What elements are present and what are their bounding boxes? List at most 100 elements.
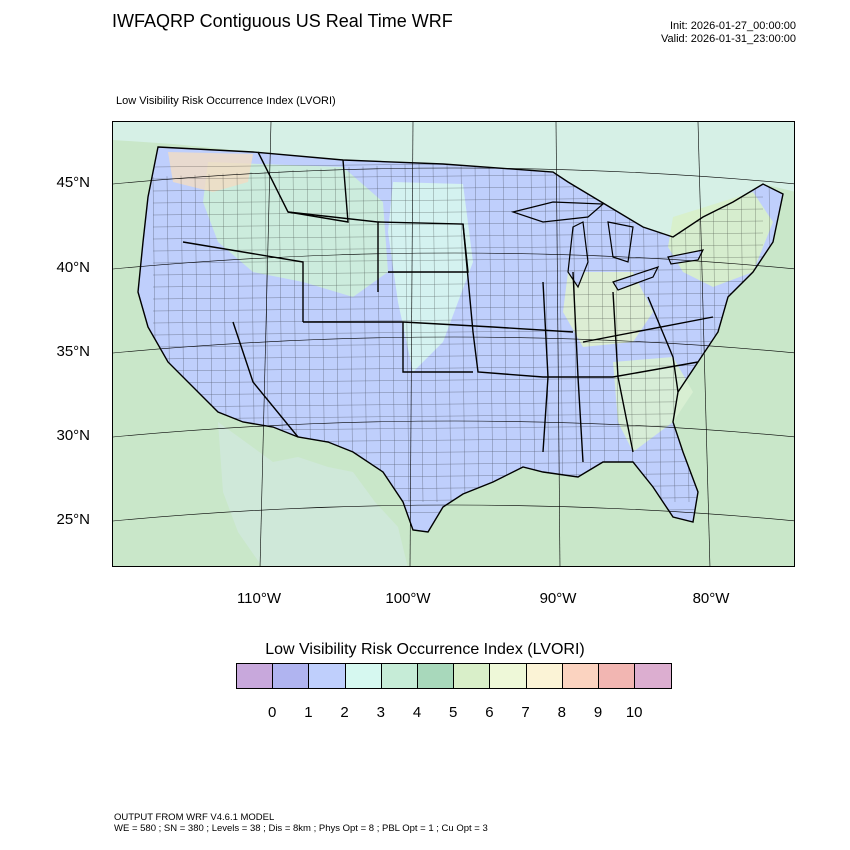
- county-line: [572, 167, 578, 503]
- canada-land: [113, 122, 794, 237]
- graticule-lon-110: [259, 122, 272, 566]
- legend-color-box: [490, 664, 527, 688]
- county-line: [488, 163, 494, 503]
- model-footer: OUTPUT FROM WRF V4.6.1 MODEL WE = 580 ; …: [114, 812, 488, 834]
- lon-label-90w: 90°W: [539, 590, 577, 607]
- county-line: [152, 412, 764, 420]
- graticule: [113, 122, 794, 566]
- state-line-5: [462, 223, 613, 378]
- legend-color-box: [237, 664, 274, 688]
- legend-color-box: [345, 664, 382, 688]
- county-line: [152, 340, 764, 348]
- state-line-9: [572, 271, 584, 463]
- state-line-6: [402, 322, 473, 373]
- county-line: [516, 165, 522, 503]
- state-line-12: [612, 361, 699, 378]
- county-line: [152, 292, 764, 300]
- lat-label-45: 45°N: [56, 174, 90, 191]
- lake-huron: [607, 221, 634, 263]
- zone-northwest: [168, 152, 253, 192]
- legend-color-box: [598, 664, 636, 688]
- county-line: [152, 232, 764, 240]
- county-line: [362, 166, 368, 503]
- lat-label-40: 40°N: [56, 259, 90, 276]
- county-line: [152, 376, 764, 384]
- plot-title: IWFAQRP Contiguous US Real Time WRF: [112, 11, 453, 31]
- graticule-lon-100: [409, 122, 414, 566]
- county-line: [586, 168, 592, 503]
- lake-ontario: [667, 249, 705, 265]
- legend-tick-label: 2: [340, 704, 349, 721]
- zone-northeast: [668, 192, 773, 287]
- county-line: [152, 244, 764, 252]
- lon-label-100w: 100°W: [385, 590, 431, 607]
- map-frame: [112, 121, 795, 567]
- state-line-13: [582, 316, 714, 343]
- zone-plains: [388, 182, 473, 372]
- init-valid-times: Init: 2026-01-27_00:00:00 Valid: 2026-01…: [661, 20, 796, 46]
- state-borders: [137, 146, 784, 533]
- mexico-land: [218, 422, 408, 566]
- footer-line-2: WE = 580 ; SN = 380 ; Levels = 38 ; Dis …: [114, 823, 488, 834]
- legend-color-box: [635, 664, 672, 688]
- graticule-lat-45: [113, 167, 794, 185]
- legend-color-box: [562, 664, 599, 688]
- graticule-lon-90: [555, 122, 561, 566]
- us-outline: [137, 146, 784, 533]
- county-line: [600, 169, 606, 503]
- footer-line-1: OUTPUT FROM WRF V4.6.1 MODEL: [114, 812, 275, 823]
- county-line: [152, 316, 764, 324]
- county-line: [390, 165, 396, 503]
- zone-rockies: [203, 162, 388, 297]
- county-line: [544, 166, 550, 503]
- county-line: [152, 388, 764, 396]
- state-line-1: [182, 241, 304, 322]
- legend-colorbar: [236, 663, 673, 689]
- lat-label-30: 30°N: [56, 427, 90, 444]
- county-line: [460, 162, 466, 503]
- state-line-7: [232, 321, 299, 438]
- legend-tick-label: 5: [449, 704, 458, 721]
- legend-tick-label: 4: [412, 704, 422, 721]
- legend-tick-label: 1: [304, 704, 313, 721]
- legend-color-box: [381, 664, 418, 688]
- state-line-11: [647, 296, 679, 393]
- state-line-8: [542, 281, 549, 453]
- legend-tick-label: 9: [593, 704, 603, 721]
- legend-tick-label: 8: [557, 704, 566, 721]
- county-line: [348, 167, 354, 503]
- graticule-lat-40: [113, 252, 794, 270]
- graticule-lat-25: [113, 504, 794, 522]
- graticule-lon-80: [697, 122, 711, 566]
- field-label: Low Visibility Risk Occurrence Index (LV…: [116, 95, 336, 107]
- county-line: [404, 164, 410, 503]
- graticule-lat-35: [113, 336, 794, 354]
- county-line: [152, 352, 764, 360]
- legend-color-box: [526, 664, 563, 688]
- legend-color-box: [309, 664, 346, 688]
- county-line: [152, 400, 764, 408]
- legend-title: Low Visibility Risk Occurrence Index (LV…: [265, 641, 585, 658]
- lon-label-110w: 110°W: [236, 590, 282, 607]
- legend-color-box: [454, 664, 491, 688]
- legend-tick-label: 0: [268, 704, 277, 721]
- county-line: [418, 163, 424, 503]
- county-line: [432, 162, 438, 503]
- county-line: [152, 304, 764, 312]
- county-line: [152, 364, 764, 372]
- legend-tick-label: 6: [485, 704, 494, 721]
- legend-tick-label: 7: [521, 704, 530, 721]
- state-line-14: [257, 151, 349, 223]
- county-line: [474, 163, 480, 503]
- county-line: [152, 280, 764, 288]
- init-time: Init: 2026-01-27_00:00:00: [670, 20, 796, 32]
- lon-label-80w: 80°W: [692, 590, 730, 607]
- state-line-4: [303, 321, 574, 333]
- legend-tick-label: 3: [376, 704, 385, 721]
- legend-color-box: [273, 664, 310, 688]
- legend-tick-label: 10: [625, 704, 643, 721]
- lat-label-25: 25°N: [56, 511, 90, 528]
- lat-label-35: 35°N: [56, 343, 90, 360]
- county-line: [152, 256, 764, 264]
- county-line: [502, 164, 508, 503]
